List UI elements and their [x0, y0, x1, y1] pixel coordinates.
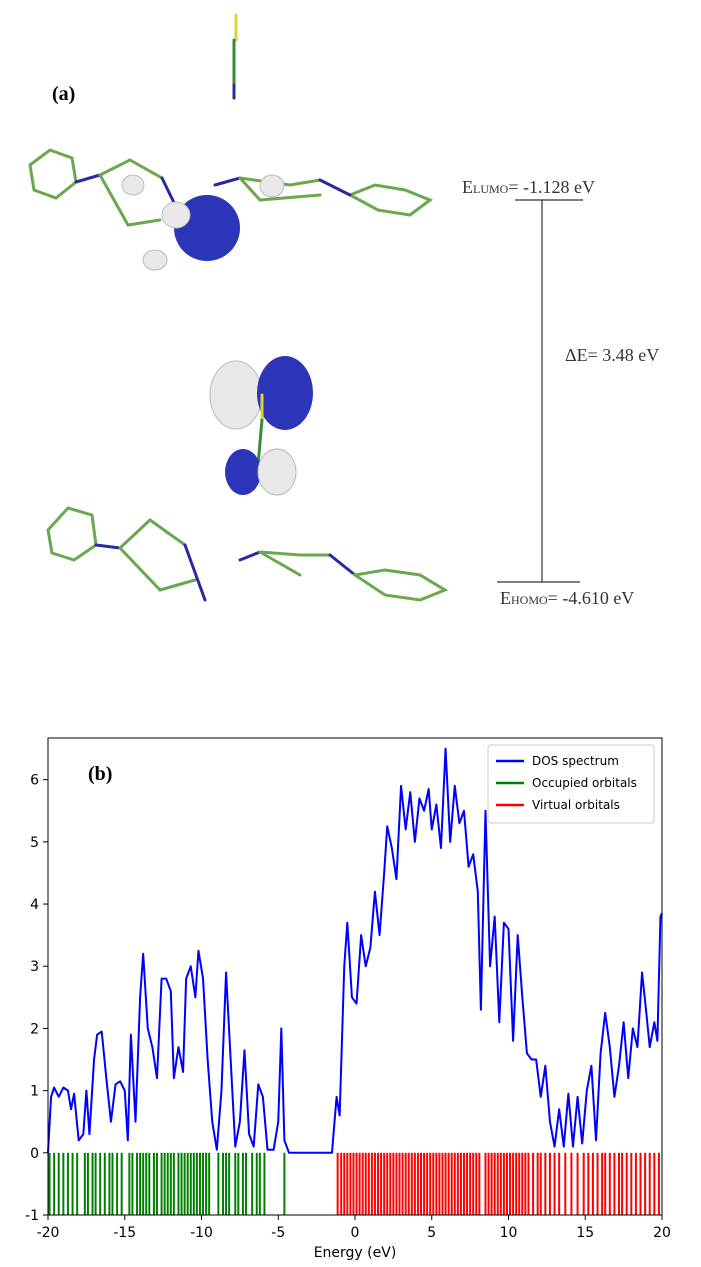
homo-label: EHOMO= -4.610 eV [500, 588, 634, 608]
y-tick-label: 6 [30, 773, 39, 789]
legend-box [487, 744, 655, 824]
lumo-value: = -1.128 eV [508, 177, 595, 197]
y-tick-label: 5 [30, 835, 39, 851]
y-tick-label: 3 [30, 959, 39, 975]
panel-label: (b) [88, 763, 112, 785]
gap-label: ΔE= 3.48 eV [565, 345, 659, 365]
x-tick-label: 5 [427, 1225, 436, 1241]
y-tick-label: 0 [30, 1146, 39, 1162]
y-tick-label: 4 [30, 897, 39, 913]
legend-label: Occupied orbitals [532, 776, 637, 790]
dos-line [47, 747, 663, 1154]
energy-diagram [497, 199, 583, 583]
y-tick-label: 2 [30, 1021, 39, 1037]
x-tick-label: -15 [113, 1225, 136, 1241]
panel-label: (a) [52, 83, 75, 105]
homo-symbol: E [500, 588, 511, 608]
x-tick-label: 15 [576, 1225, 594, 1241]
lumo-label: ELUMO= -1.128 eV [462, 177, 595, 197]
legend-label: DOS spectrum [532, 754, 619, 768]
legend: DOS spectrum Occupied orbitals Virtual orb… [487, 744, 655, 824]
x-tick-label: 10 [500, 1225, 518, 1241]
x-tick-label: -20 [37, 1225, 60, 1241]
x-tick-label: -10 [190, 1225, 213, 1241]
y-tick-label: -1 [25, 1208, 39, 1224]
x-tick-label: 0 [351, 1225, 360, 1241]
legend-label: Virtual orbitals [532, 798, 620, 812]
homo-subscript: HOMO [511, 593, 548, 607]
molecule-lumo [28, 13, 434, 271]
molecule-homo [46, 356, 449, 602]
lumo-subscript: LUMO [473, 182, 509, 196]
x-axis-label: Energy (eV) [314, 1245, 397, 1261]
x-tick-label: -5 [271, 1225, 285, 1241]
homo-value: = -4.610 eV [548, 588, 635, 608]
y-tick-label: 1 [30, 1084, 39, 1100]
lumo-symbol: E [462, 177, 473, 197]
x-tick-label: 20 [653, 1225, 671, 1241]
